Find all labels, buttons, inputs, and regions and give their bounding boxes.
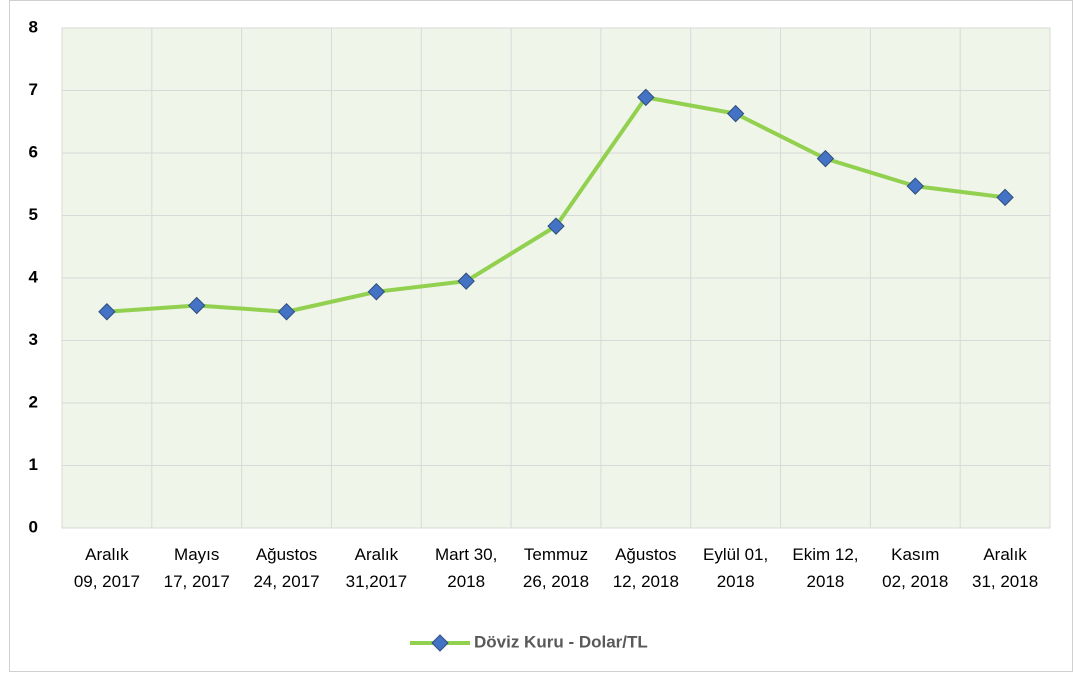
data-point [996, 188, 1014, 207]
data-point [637, 88, 655, 107]
y-tick-label: 5 [29, 205, 38, 224]
data-point [547, 217, 565, 235]
data-point [726, 104, 745, 123]
x-tick-label: Aralık 31,2017 [346, 545, 407, 591]
x-tick-label: Aralık 09, 2017 [74, 545, 140, 591]
x-tick-label: Ekim 12, 2018 [792, 545, 858, 591]
plot-frame [61, 27, 1051, 529]
y-tick-label: 8 [29, 17, 38, 36]
x-tick-label: Ağustos 12, 2018 [613, 545, 679, 591]
data-point [98, 303, 116, 321]
data-point [906, 177, 924, 195]
y-tick-label: 3 [29, 330, 38, 349]
y-tick-label: 6 [29, 142, 38, 161]
y-tick-label: 4 [29, 267, 39, 286]
y-tick-label: 1 [29, 455, 38, 474]
data-point [277, 303, 296, 321]
data-point [816, 149, 835, 168]
x-tick-label: Eylül 01, 2018 [703, 545, 768, 591]
legend-marker [431, 634, 449, 652]
x-tick-label: Kasım 02, 2018 [882, 545, 948, 591]
x-tick-label: Mayıs 17, 2017 [164, 545, 230, 591]
data-point [367, 283, 386, 301]
x-tick-label: Aralık 31, 2018 [972, 545, 1038, 591]
y-tick-label: 7 [29, 80, 38, 99]
y-tick-label: 0 [29, 517, 38, 536]
x-tick-label: Temmuz 26, 2018 [523, 545, 589, 591]
data-point [188, 296, 206, 315]
x-tick-label: Mart 30, 2018 [435, 545, 497, 591]
legend-label: Döviz Kuru - Dolar/TL [474, 632, 648, 651]
data-point [457, 272, 475, 290]
x-tick-label: Ağustos 24, 2017 [253, 545, 319, 591]
y-tick-label: 2 [29, 392, 38, 411]
